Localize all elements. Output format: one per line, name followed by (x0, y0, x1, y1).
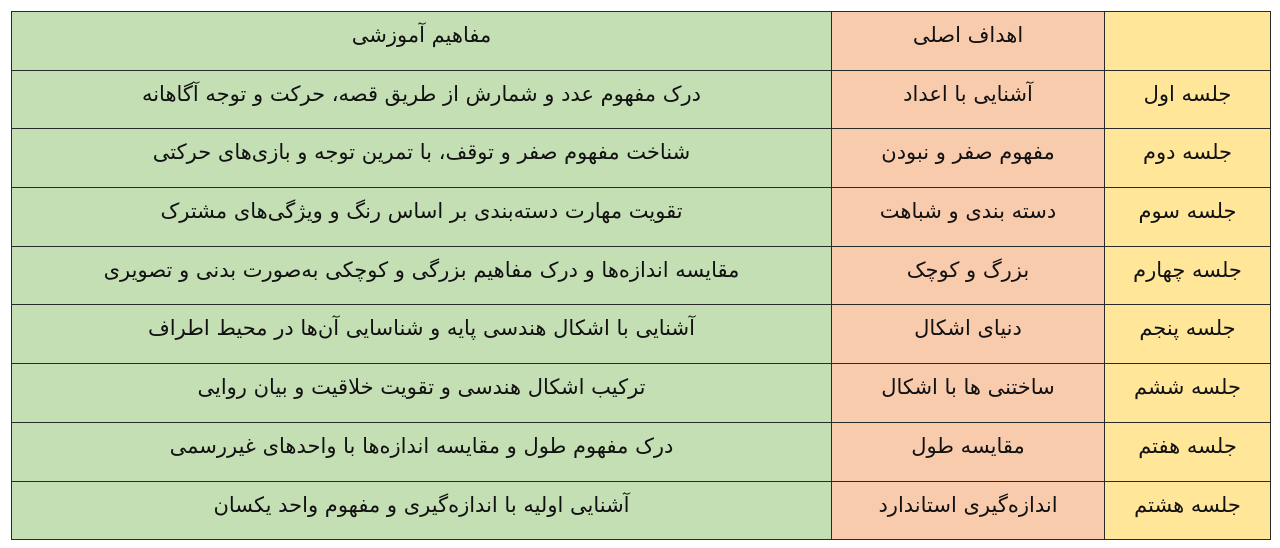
session-cell: جلسه سوم (1104, 187, 1271, 247)
concept-cell: تقویت مهارت دسته‌بندی بر اساس رنگ و ویژگ… (11, 187, 832, 247)
concept-cell: ترکیب اشکال هندسی و تقویت خلاقیت و بیان … (11, 363, 832, 423)
goal-cell: دسته بندی و شباهت (831, 187, 1105, 247)
header-session (1104, 11, 1271, 71)
table-row: جلسه هفتم مقایسه طول درک مفهوم طول و مقایس… (11, 421, 1271, 482)
table-row: جلسه اول آشنایی با اعداد درک مفهوم عدد و ش… (11, 69, 1271, 130)
goal-cell: آشنایی با اعداد (831, 69, 1105, 130)
goal-cell: اندازه‌گیری استاندارد (831, 480, 1105, 541)
table-row: جلسه دوم مفهوم صفر و نبودن شناخت مفهوم صفر… (11, 128, 1271, 189)
header-concept: مفاهیم آموزشی (11, 11, 832, 71)
table-row: جلسه چهارم بزرگ و کوچک مقایسه اندازه‌ها و … (11, 245, 1271, 306)
table-row: جلسه ششم ساختنی ها با اشکال ترکیب اشکال هن… (11, 363, 1271, 423)
concept-cell: درک مفهوم طول و مقایسه اندازه‌ها با واحد… (11, 421, 832, 482)
goal-cell: بزرگ و کوچک (831, 245, 1105, 306)
table-row: جلسه پنجم دنیای اشکال آشنایی با اشکال هندس… (11, 304, 1271, 365)
concept-cell: آشنایی با اشکال هندسی پایه و شناسایی آن‌… (11, 304, 832, 365)
table-row: جلسه سوم دسته بندی و شباهت تقویت مهارت دست… (11, 187, 1271, 247)
goal-cell: مقایسه طول (831, 421, 1105, 482)
table-row: جلسه هشتم اندازه‌گیری استاندارد آشنایی اول… (11, 480, 1271, 541)
header-goal: اهداف اصلی (831, 11, 1105, 71)
session-cell: جلسه دوم (1104, 128, 1271, 189)
lesson-plan-table: اهداف اصلی مفاهیم آموزشی جلسه اول آشنایی … (11, 11, 1271, 541)
session-cell: جلسه هفتم (1104, 421, 1271, 482)
goal-cell: ساختنی ها با اشکال (831, 363, 1105, 423)
concept-cell: مقایسه اندازه‌ها و درک مفاهیم بزرگی و کو… (11, 245, 832, 306)
table-header-row: اهداف اصلی مفاهیم آموزشی (11, 11, 1271, 71)
session-cell: جلسه پنجم (1104, 304, 1271, 365)
concept-cell: آشنایی اولیه با اندازه‌گیری و مفهوم واحد… (11, 480, 832, 541)
concept-cell: درک مفهوم عدد و شمارش از طریق قصه، حرکت … (11, 69, 832, 130)
goal-cell: مفهوم صفر و نبودن (831, 128, 1105, 189)
session-cell: جلسه اول (1104, 69, 1271, 130)
goal-cell: دنیای اشکال (831, 304, 1105, 365)
session-cell: جلسه چهارم (1104, 245, 1271, 306)
concept-cell: شناخت مفهوم صفر و توقف، با تمرین توجه و … (11, 128, 832, 189)
session-cell: جلسه ششم (1104, 363, 1271, 423)
session-cell: جلسه هشتم (1104, 480, 1271, 541)
